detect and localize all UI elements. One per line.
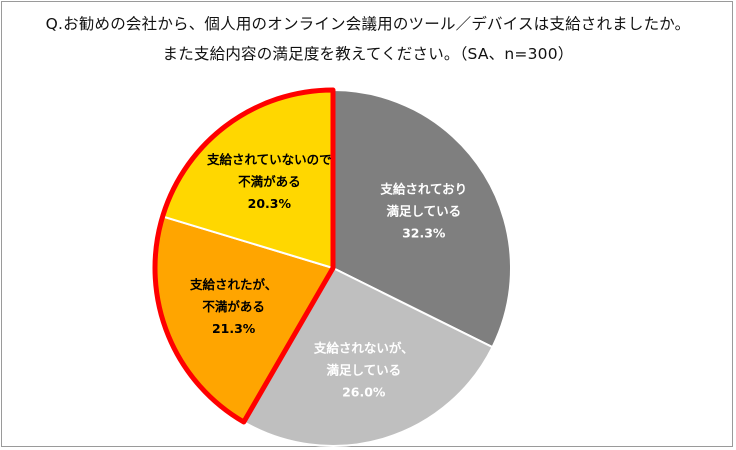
chart-title-line-1: Q.お勧めの会社から、個人用のオンライン会議用のツール／デバイスは支給されました… xyxy=(45,15,691,33)
slice-label-4: 支給されていないので不満がある 20.3% xyxy=(206,152,332,211)
slice-label-1: 支給されており満足している 32.3% xyxy=(379,182,467,241)
highlight-outline xyxy=(152,87,336,425)
pie-slice-2 xyxy=(242,266,494,447)
chart-title-line-2: また支給内容の満足度を教えてください。（SA、n=300） xyxy=(162,45,574,63)
slice-label-2: 支給されないが、満足している 26.0% xyxy=(313,340,414,399)
slice-label-3: 支給されたが、不満がある 21.3% xyxy=(189,277,277,336)
pie-slice-1 xyxy=(332,88,512,349)
